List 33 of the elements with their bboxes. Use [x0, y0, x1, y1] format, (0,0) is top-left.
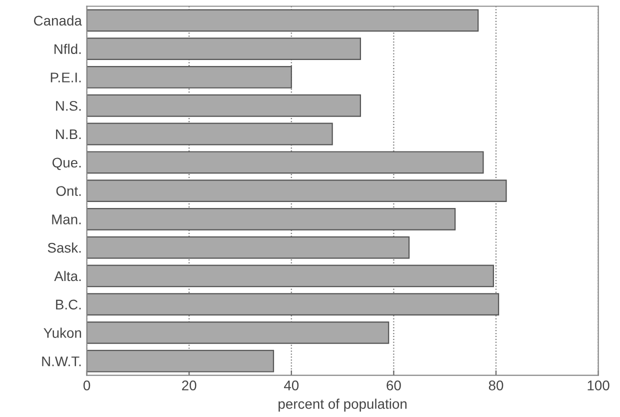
- y-tick-label: P.E.I.: [50, 72, 81, 82]
- y-tick-label: N.W.T.: [42, 356, 81, 366]
- bar: [86, 66, 292, 88]
- bar: [86, 38, 362, 60]
- bar: [86, 350, 274, 372]
- bar: [86, 236, 410, 259]
- x-tick-label: 60: [386, 380, 401, 390]
- bar: [86, 180, 507, 202]
- y-tick-label: Alta.: [54, 270, 81, 282]
- y-tick-label: Yukon: [44, 328, 82, 338]
- bar: [86, 208, 456, 230]
- y-tick-label: N.B.: [56, 129, 81, 140]
- y-tick-label: Que.: [52, 158, 81, 170]
- y-tick-label: B.C.: [56, 300, 81, 310]
- y-tick-label: Man.: [52, 214, 81, 224]
- x-tick-label: 80: [488, 380, 504, 390]
- y-tick-label: N.S.: [56, 100, 81, 111]
- x-tick-label: 20: [182, 380, 196, 390]
- x-tick-label: 40: [284, 380, 299, 390]
- x-tick-label: 0: [83, 380, 90, 390]
- bar: [86, 322, 390, 344]
- y-tick-label: Ont.: [56, 186, 81, 196]
- y-tick-label: Sask.: [48, 242, 81, 253]
- x-axis-title: percent of population: [278, 398, 407, 412]
- bar: [86, 94, 362, 117]
- bar: [86, 122, 333, 146]
- y-tick-label: Nfld.: [54, 44, 81, 54]
- y-tick-label: Canada: [34, 15, 82, 26]
- bar: [86, 293, 500, 316]
- bar: [86, 264, 494, 288]
- bar: [86, 9, 479, 32]
- x-tick-label: 100: [588, 380, 610, 390]
- bar: [86, 151, 484, 174]
